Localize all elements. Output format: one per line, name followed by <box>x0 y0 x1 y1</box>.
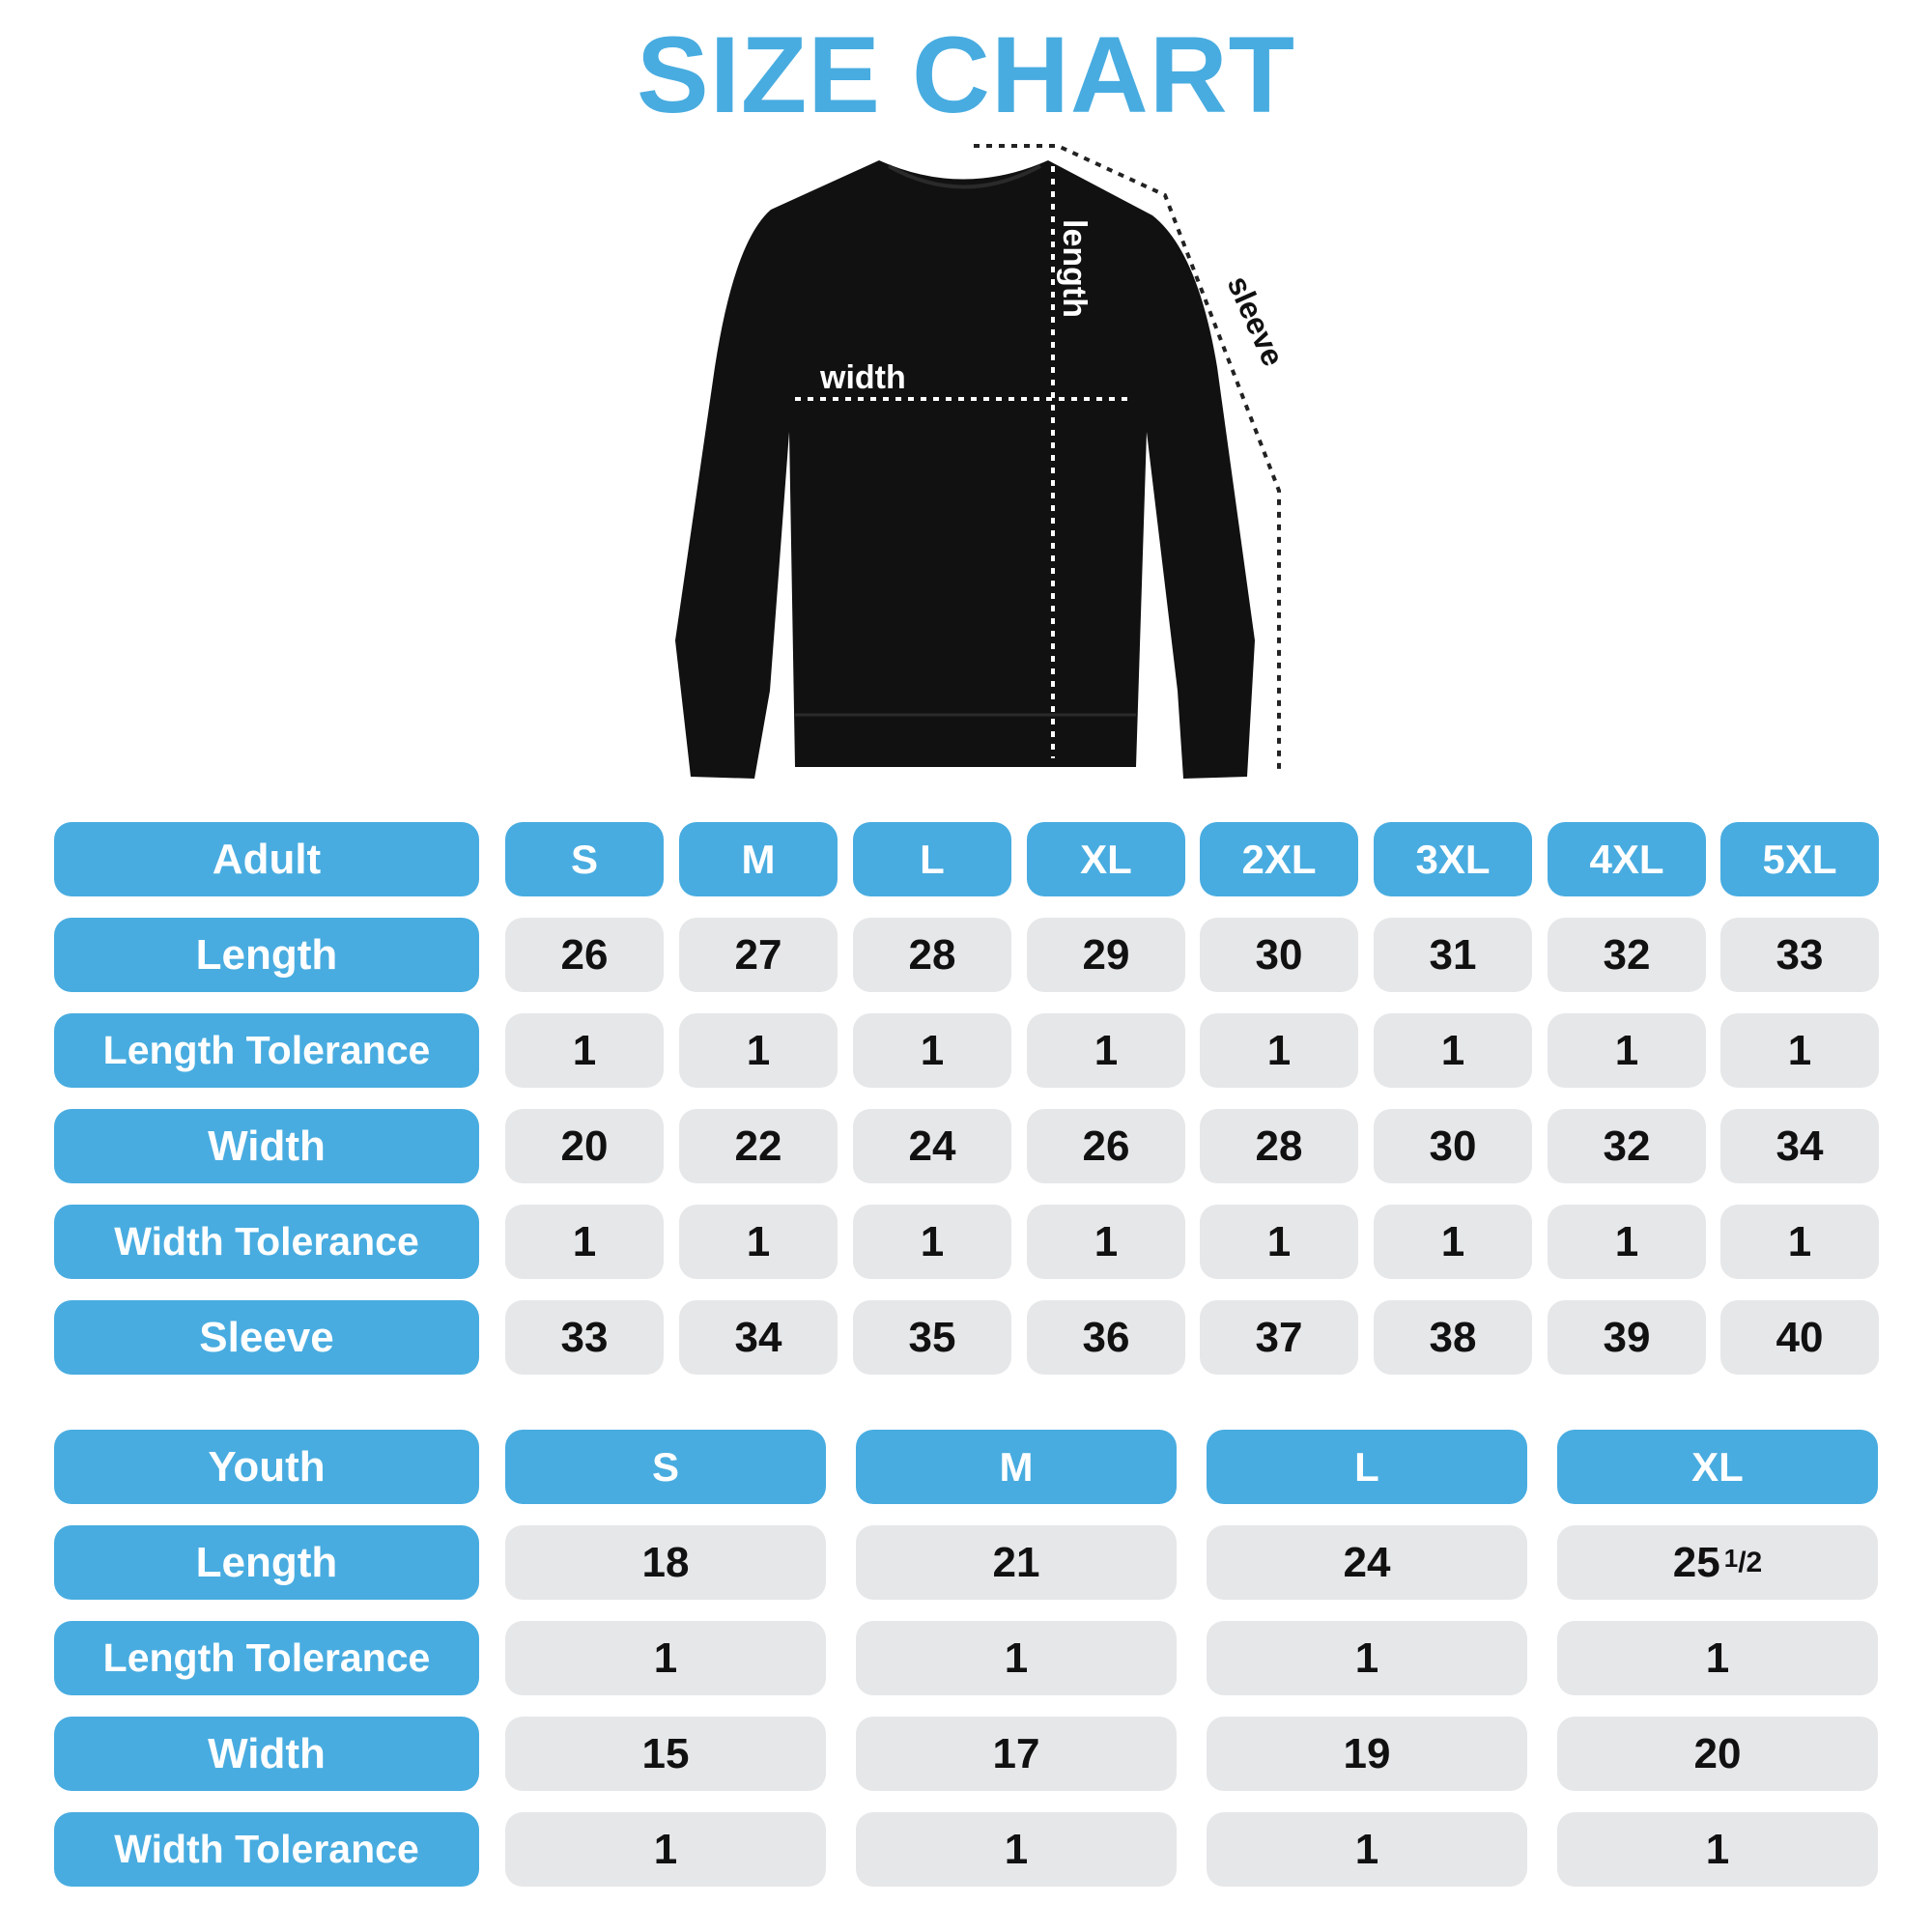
youth-size-xl: XL <box>1557 1430 1878 1504</box>
adult-size-xl: XL <box>1027 822 1185 896</box>
adult-row-label: Sleeve <box>54 1300 479 1375</box>
width-label: width <box>819 359 906 396</box>
adult-value-cell: 20 <box>505 1109 664 1183</box>
adult-value-cell: 26 <box>505 918 664 992</box>
adult-size-4xl: 4XL <box>1548 822 1706 896</box>
adult-size-3xl: 3XL <box>1374 822 1532 896</box>
youth-row-label: Width Tolerance <box>54 1812 479 1887</box>
youth-value-cell: 1 <box>856 1812 1177 1887</box>
youth-value-cell: 1 <box>505 1621 826 1695</box>
adult-header: Adult <box>54 822 479 896</box>
adult-row-label: Length Tolerance <box>54 1013 479 1088</box>
adult-value-cell: 1 <box>505 1205 664 1279</box>
adult-value-cell: 1 <box>1548 1013 1706 1088</box>
sleeve-label: sleeve <box>1221 270 1292 371</box>
adult-row-label: Length <box>54 918 479 992</box>
youth-row-label: Width <box>54 1717 479 1791</box>
adult-size-l: L <box>853 822 1011 896</box>
youth-value-cell: 19 <box>1207 1717 1527 1791</box>
sweatshirt-image <box>675 160 1255 779</box>
youth-value-cell: 1 <box>505 1812 826 1887</box>
adult-value-cell: 36 <box>1027 1300 1185 1375</box>
adult-value-cell: 34 <box>679 1300 838 1375</box>
adult-value-cell: 1 <box>1374 1205 1532 1279</box>
adult-value-cell: 26 <box>1027 1109 1185 1183</box>
adult-value-cell: 1 <box>679 1205 838 1279</box>
sleeve-measure-line <box>974 144 1281 771</box>
youth-value-cell: 15 <box>505 1717 826 1791</box>
adult-value-cell: 1 <box>1027 1013 1185 1088</box>
adult-size-s: S <box>505 822 664 896</box>
youth-value-cell: 1 <box>1557 1621 1878 1695</box>
adult-value-cell: 24 <box>853 1109 1011 1183</box>
adult-row-label: Width Tolerance <box>54 1205 479 1279</box>
adult-value-cell: 30 <box>1200 918 1358 992</box>
adult-value-cell: 1 <box>679 1013 838 1088</box>
adult-value-cell: 33 <box>1720 918 1879 992</box>
adult-value-cell: 29 <box>1027 918 1185 992</box>
youth-value-cell: 20 <box>1557 1717 1878 1791</box>
youth-row-label: Length <box>54 1525 479 1600</box>
adult-value-cell: 33 <box>505 1300 664 1375</box>
adult-size-2xl: 2XL <box>1200 822 1358 896</box>
youth-size-m: M <box>856 1430 1177 1504</box>
adult-value-cell: 1 <box>853 1205 1011 1279</box>
adult-value-cell: 1 <box>1720 1205 1879 1279</box>
adult-value-cell: 32 <box>1548 918 1706 992</box>
adult-value-cell: 1 <box>853 1013 1011 1088</box>
adult-value-cell: 1 <box>1200 1205 1358 1279</box>
adult-value-cell: 28 <box>1200 1109 1358 1183</box>
youth-value-cell: 1 <box>1207 1812 1527 1887</box>
youth-size-s: S <box>505 1430 826 1504</box>
collar <box>888 164 1041 189</box>
adult-value-cell: 40 <box>1720 1300 1879 1375</box>
adult-size-5xl: 5XL <box>1720 822 1879 896</box>
adult-value-cell: 1 <box>1200 1013 1358 1088</box>
sweatshirt-diagram: width length sleeve <box>675 144 1292 779</box>
adult-value-cell: 1 <box>505 1013 664 1088</box>
youth-size-l: L <box>1207 1430 1527 1504</box>
youth-value-cell: 1 <box>1207 1621 1527 1695</box>
youth-value-cell: 25 1/2 <box>1557 1525 1878 1600</box>
adult-value-cell: 31 <box>1374 918 1532 992</box>
adult-value-cell: 1 <box>1027 1205 1185 1279</box>
adult-value-cell: 32 <box>1548 1109 1706 1183</box>
youth-value-cell: 1 <box>856 1621 1177 1695</box>
adult-value-cell: 27 <box>679 918 838 992</box>
adult-row-label: Width <box>54 1109 479 1183</box>
adult-value-cell: 1 <box>1374 1013 1532 1088</box>
adult-value-cell: 38 <box>1374 1300 1532 1375</box>
youth-value-cell: 1 <box>1557 1812 1878 1887</box>
youth-row-label: Length Tolerance <box>54 1621 479 1695</box>
youth-value-cell: 18 <box>505 1525 826 1600</box>
youth-value-cell: 24 <box>1207 1525 1527 1600</box>
adult-value-cell: 34 <box>1720 1109 1879 1183</box>
youth-value-cell: 21 <box>856 1525 1177 1600</box>
adult-value-cell: 39 <box>1548 1300 1706 1375</box>
page-title: SIZE CHART <box>637 14 1295 135</box>
adult-value-cell: 35 <box>853 1300 1011 1375</box>
adult-value-cell: 28 <box>853 918 1011 992</box>
adult-value-cell: 30 <box>1374 1109 1532 1183</box>
adult-value-cell: 1 <box>1548 1205 1706 1279</box>
adult-size-m: M <box>679 822 838 896</box>
youth-header: Youth <box>54 1430 479 1504</box>
youth-value-cell: 17 <box>856 1717 1177 1791</box>
adult-value-cell: 1 <box>1720 1013 1879 1088</box>
adult-value-cell: 37 <box>1200 1300 1358 1375</box>
length-label: length <box>1056 219 1093 318</box>
adult-value-cell: 22 <box>679 1109 838 1183</box>
